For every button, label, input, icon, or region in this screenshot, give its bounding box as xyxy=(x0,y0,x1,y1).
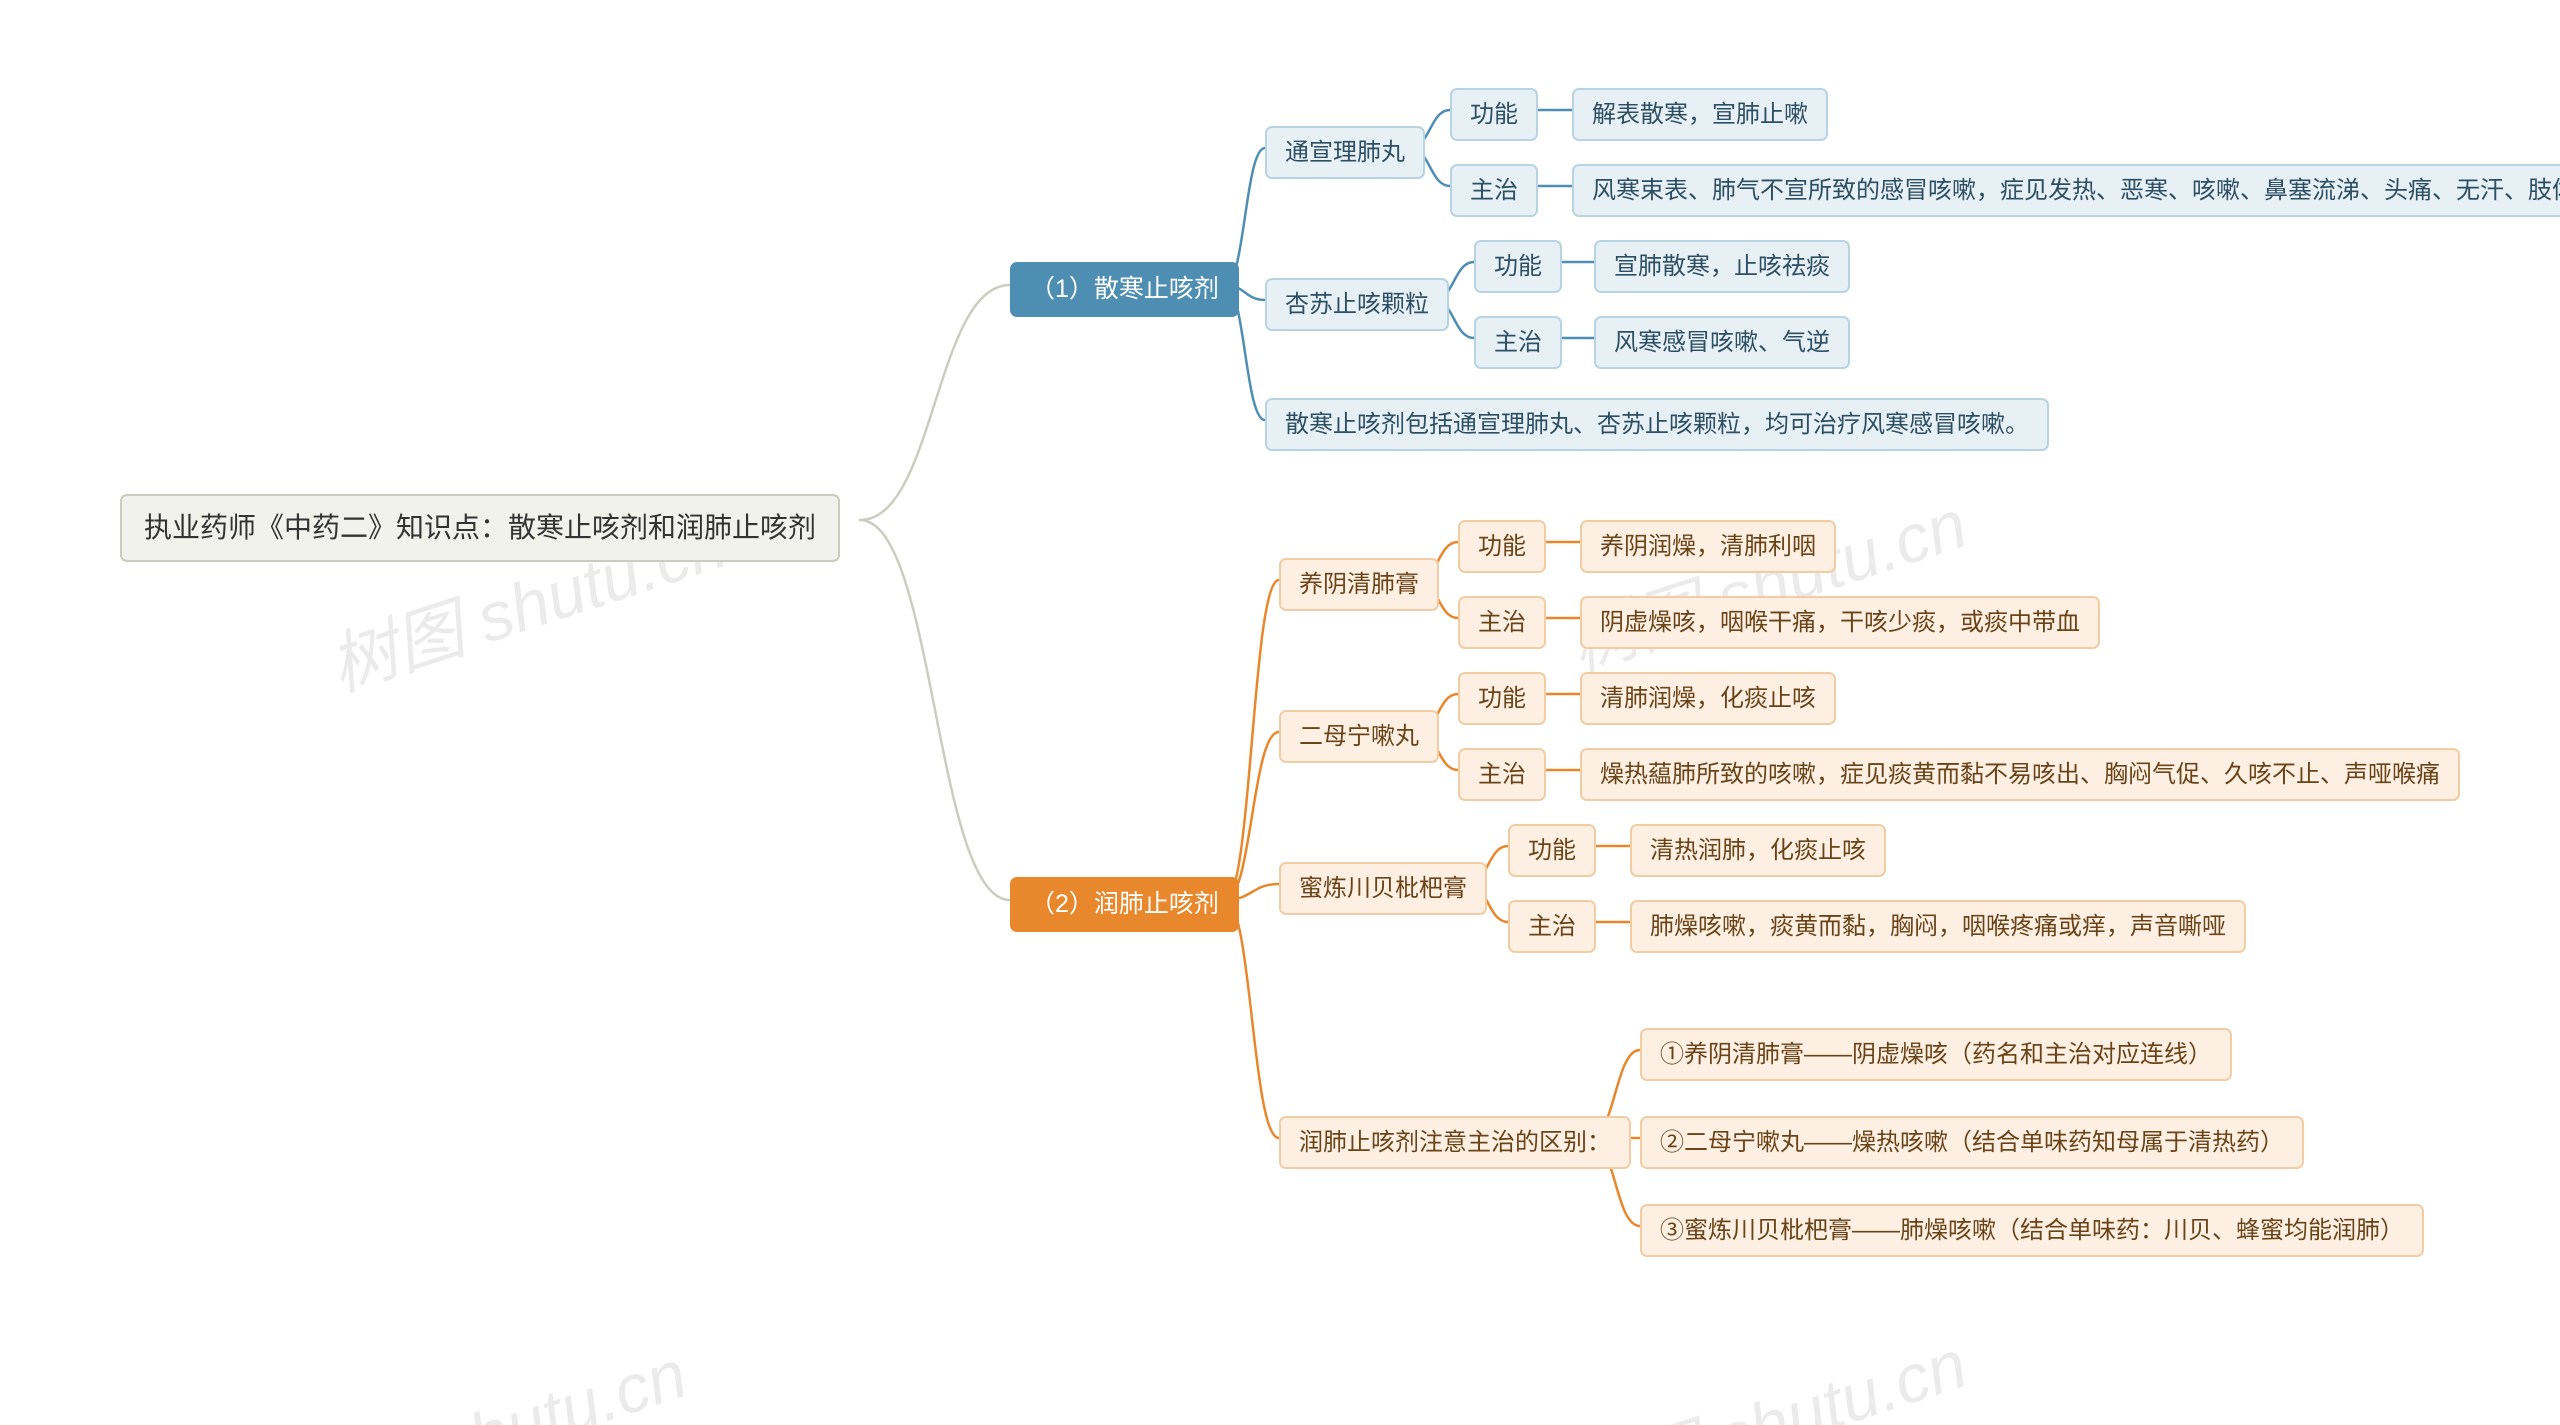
branch-2[interactable]: （2）润肺止咳剂 xyxy=(1010,877,1239,932)
watermark: 树图 shutu.cn xyxy=(275,1319,697,1425)
branch-1-sub1-ind-text[interactable]: 风寒束表、肺气不宣所致的感冒咳嗽，症见发热、恶寒、咳嗽、鼻塞流涕、头痛、无汗、肢… xyxy=(1572,164,2560,217)
branch-1-sub2-ind-text[interactable]: 风寒感冒咳嗽、气逆 xyxy=(1594,316,1850,369)
branch-2-sub2[interactable]: 二母宁嗽丸 xyxy=(1279,710,1439,763)
branch-1-sub1-func-label[interactable]: 功能 xyxy=(1450,88,1538,141)
branch-2-sub1-ind-label[interactable]: 主治 xyxy=(1458,596,1546,649)
root-node[interactable]: 执业药师《中药二》知识点：散寒止咳剂和润肺止咳剂 xyxy=(120,494,840,562)
branch-2-sub3-ind-text[interactable]: 肺燥咳嗽，痰黄而黏，胸闷，咽喉疼痛或痒，声音嘶哑 xyxy=(1630,900,2246,953)
watermark: 树图 shutu.cn xyxy=(1555,469,1977,690)
branch-1-summary[interactable]: 散寒止咳剂包括通宣理肺丸、杏苏止咳颗粒，均可治疗风寒感冒咳嗽。 xyxy=(1265,398,2049,451)
branch-2-sub2-func-text[interactable]: 清肺润燥，化痰止咳 xyxy=(1580,672,1836,725)
branch-2-sub1-func-text[interactable]: 养阴润燥，清肺利咽 xyxy=(1580,520,1836,573)
branch-2-notes-n3[interactable]: ③蜜炼川贝枇杷膏——肺燥咳嗽（结合单味药：川贝、蜂蜜均能润肺） xyxy=(1640,1204,2424,1257)
branch-2-sub2-ind-label[interactable]: 主治 xyxy=(1458,748,1546,801)
branch-1-sub1[interactable]: 通宣理肺丸 xyxy=(1265,126,1425,179)
branch-2-sub2-ind-text[interactable]: 燥热藴肺所致的咳嗽，症见痰黄而黏不易咳出、胸闷气促、久咳不止、声哑喉痛 xyxy=(1580,748,2460,801)
branch-2-sub1[interactable]: 养阴清肺膏 xyxy=(1279,558,1439,611)
branch-2-sub2-func-label[interactable]: 功能 xyxy=(1458,672,1546,725)
branch-2-sub1-ind-text[interactable]: 阴虚燥咳，咽喉干痛，干咳少痰，或痰中带血 xyxy=(1580,596,2100,649)
branch-1[interactable]: （1）散寒止咳剂 xyxy=(1010,262,1239,317)
branch-2-sub1-func-label[interactable]: 功能 xyxy=(1458,520,1546,573)
branch-1-sub2[interactable]: 杏苏止咳颗粒 xyxy=(1265,278,1449,331)
branch-2-sub3-func-label[interactable]: 功能 xyxy=(1508,824,1596,877)
branch-2-notes-n1[interactable]: ①养阴清肺膏——阴虚燥咳（药名和主治对应连线） xyxy=(1640,1028,2232,1081)
branch-1-sub1-ind-label[interactable]: 主治 xyxy=(1450,164,1538,217)
branch-1-sub2-func-text[interactable]: 宣肺散寒，止咳祛痰 xyxy=(1594,240,1850,293)
branch-2-sub3-ind-label[interactable]: 主治 xyxy=(1508,900,1596,953)
branch-2-notes-n2[interactable]: ②二母宁嗽丸——燥热咳嗽（结合单味药知母属于清热药） xyxy=(1640,1116,2304,1169)
branch-2-sub3[interactable]: 蜜炼川贝枇杷膏 xyxy=(1279,862,1487,915)
branch-1-sub2-ind-label[interactable]: 主治 xyxy=(1474,316,1562,369)
branch-2-notes[interactable]: 润肺止咳剂注意主治的区别： xyxy=(1279,1116,1631,1169)
branch-1-sub1-func-text[interactable]: 解表散寒，宣肺止嗽 xyxy=(1572,88,1828,141)
watermark: 树图 shutu.cn xyxy=(1555,1309,1977,1425)
branch-2-sub3-func-text[interactable]: 清热润肺，化痰止咳 xyxy=(1630,824,1886,877)
branch-1-sub2-func-label[interactable]: 功能 xyxy=(1474,240,1562,293)
